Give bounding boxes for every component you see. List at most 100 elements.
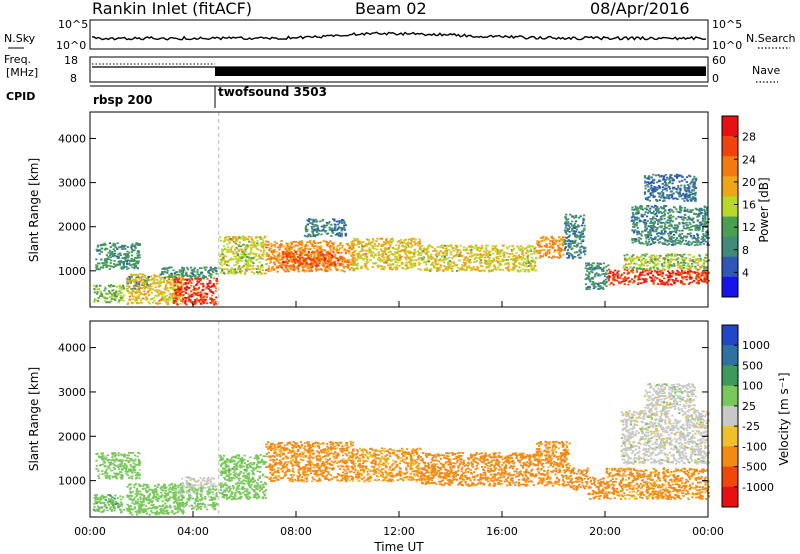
heatmap-cell — [580, 242, 583, 245]
heatmap-cell — [353, 237, 356, 240]
heatmap-cell — [159, 273, 162, 276]
heatmap-cell — [462, 246, 465, 249]
heatmap-cell — [331, 256, 334, 259]
heatmap-cell — [497, 260, 500, 263]
heatmap-cell — [447, 245, 450, 247]
heatmap-cell — [291, 268, 295, 271]
heatmap-cell — [261, 241, 264, 244]
heatmap-cell — [304, 261, 307, 264]
heatmap-cell — [269, 247, 272, 250]
heatmap-cell — [316, 252, 319, 255]
heatmap-cell — [122, 267, 125, 270]
heatmap-cell — [125, 265, 128, 268]
heatmap-cell — [124, 244, 127, 247]
heatmap-cell — [186, 275, 189, 277]
heatmap-cell — [357, 268, 360, 270]
heatmap-cell — [111, 289, 114, 292]
heatmap-cell — [430, 268, 433, 271]
heatmap-cell — [696, 226, 699, 229]
heatmap-cell — [582, 218, 585, 221]
heatmap-cell — [575, 235, 578, 238]
heatmap-cell — [190, 266, 193, 269]
heatmap-cell — [645, 278, 648, 281]
heatmap-cell — [541, 249, 544, 252]
heatmap-cell — [324, 267, 327, 270]
heatmap-cell — [577, 224, 580, 227]
heatmap-cell — [168, 293, 171, 296]
heatmap-cell — [522, 257, 525, 259]
heatmap-cell — [670, 223, 673, 226]
heatmap-cell — [328, 221, 331, 223]
heatmap-cell — [316, 246, 319, 249]
heatmap-cell — [207, 269, 210, 272]
heatmap-cell — [668, 262, 671, 264]
heatmap-cell — [573, 232, 576, 235]
heatmap-cell — [681, 270, 684, 273]
heatmap-cell — [237, 255, 240, 258]
heatmap-cell — [186, 286, 189, 288]
heatmap-cell — [210, 298, 213, 300]
heatmap-cell — [171, 300, 174, 303]
heatmap-cell — [114, 255, 117, 257]
heatmap-cell — [161, 281, 164, 283]
heatmap-cell — [254, 254, 257, 257]
heatmap-cell — [575, 226, 578, 229]
heatmap-cell — [388, 254, 391, 257]
heatmap-cell — [666, 256, 669, 258]
heatmap-cell — [288, 247, 291, 250]
heatmap-cell — [656, 283, 659, 285]
heatmap-cell — [305, 269, 308, 272]
heatmap-cell — [699, 257, 702, 260]
heatmap-cell — [468, 259, 472, 262]
heatmap-cell — [324, 260, 327, 262]
heatmap-cell — [219, 236, 222, 239]
heatmap-cell — [663, 213, 666, 215]
heatmap-cell — [481, 254, 484, 257]
heatmap-cell — [612, 283, 615, 286]
heatmap-cell — [113, 298, 116, 301]
heatmap-cell — [400, 241, 403, 244]
heatmap-cell — [684, 239, 688, 242]
heatmap-cell — [147, 301, 150, 303]
heatmap-cell — [349, 247, 352, 249]
heatmap-cell — [631, 281, 634, 284]
heatmap-cell — [221, 269, 224, 271]
heatmap-cell — [315, 269, 318, 272]
heatmap-cell — [196, 273, 199, 276]
heatmap-cell — [319, 241, 322, 244]
heatmap-cell — [694, 207, 697, 210]
heatmap-cell — [469, 250, 473, 252]
heatmap-cell — [702, 242, 705, 245]
heatmap-cell — [124, 258, 127, 261]
heatmap-cell — [623, 278, 626, 280]
heatmap-cell — [122, 248, 125, 250]
heatmap-cell — [702, 215, 705, 217]
heatmap-cell — [473, 254, 476, 256]
heatmap-cell — [672, 280, 675, 283]
heatmap-cell — [252, 257, 255, 260]
heatmap-cell — [552, 237, 555, 240]
heatmap-cell — [221, 270, 224, 272]
heatmap-cell — [261, 244, 264, 246]
heatmap-cell — [118, 285, 121, 288]
heatmap-cell — [456, 251, 459, 254]
heatmap-cell — [135, 242, 138, 244]
heatmap-cell — [360, 266, 363, 269]
heatmap-cell — [480, 259, 483, 262]
heatmap-cell — [224, 255, 227, 258]
heatmap-cell — [173, 275, 177, 278]
heatmap-cell — [481, 247, 484, 249]
heatmap-cell — [584, 267, 587, 270]
heatmap-cell — [290, 266, 293, 269]
heatmap-cell — [448, 264, 451, 267]
heatmap-cell — [197, 281, 200, 283]
heatmap-cell — [532, 266, 535, 269]
heatmap-cell — [631, 271, 634, 274]
heatmap-cell — [520, 264, 524, 266]
heatmap-cell — [268, 257, 271, 260]
heatmap-cell — [593, 282, 596, 285]
heatmap-cell — [262, 252, 265, 255]
heatmap-cell — [309, 248, 312, 250]
heatmap-cell — [459, 253, 462, 256]
heatmap-cell — [662, 281, 665, 284]
